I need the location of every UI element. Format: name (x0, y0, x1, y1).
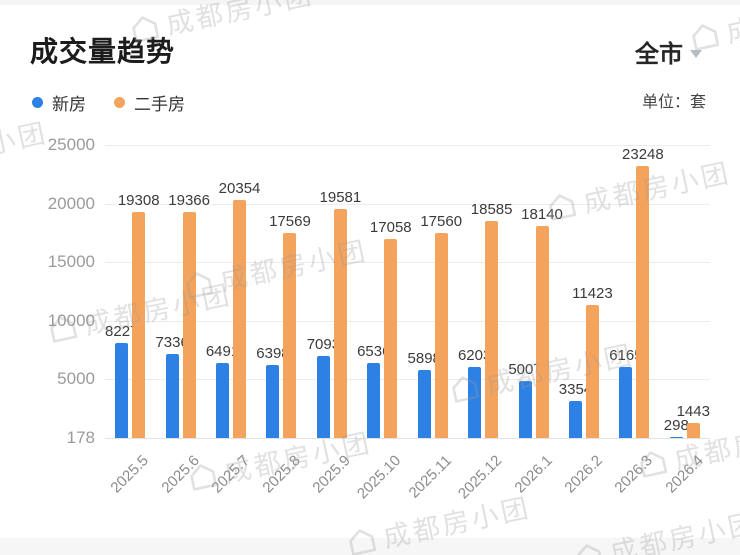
bar-second-hand-2025.7[interactable] (233, 199, 247, 438)
bar-new-house-2026.1[interactable] (518, 381, 532, 438)
value-label: 7093 (306, 336, 341, 354)
bottom-edge (0, 538, 740, 555)
bar-new-house-2025.9[interactable] (316, 356, 330, 438)
x-tick-label: 2026.3 (611, 452, 657, 497)
gridline (105, 262, 710, 264)
value-label: 5898 (407, 350, 441, 368)
x-tick-label: 2026.4 (662, 452, 707, 497)
value-label: 17560 (420, 212, 463, 230)
bar-second-hand-2025.12[interactable] (485, 220, 499, 438)
value-label: 1443 (676, 403, 710, 421)
gridline (105, 320, 710, 322)
x-tick-label: 2025.12 (454, 452, 506, 503)
gridline (105, 379, 710, 381)
value-label: 20354 (218, 179, 261, 197)
y-tick-label: 10000 (47, 310, 95, 330)
unit-label: 单位：套 (641, 94, 706, 111)
gridline (105, 145, 710, 146)
watermark-text: 成都房小团 (723, 0, 740, 49)
bar-new-house-2025.11[interactable] (417, 370, 431, 438)
watermark-text: 成都房小团 (163, 0, 317, 41)
page-title: 成交量趋势 (30, 36, 176, 67)
gridline (105, 438, 710, 439)
value-label: 19308 (117, 192, 160, 210)
legend-item-second-hand[interactable]: 二手房 (114, 90, 185, 115)
x-tick-label: 2025.8 (259, 452, 304, 497)
bar-new-house-2025.12[interactable] (468, 366, 482, 438)
value-label: 17569 (269, 212, 311, 230)
bar-new-house-2025.6[interactable] (165, 353, 179, 438)
value-label: 19581 (319, 188, 362, 206)
bar-second-hand-2025.9[interactable] (333, 208, 347, 438)
bar-second-hand-2026.3[interactable] (636, 165, 650, 438)
legend-label-new-house: 新房 (52, 95, 86, 114)
y-tick-label: 178 (66, 428, 95, 447)
y-tick-label: 15000 (47, 252, 95, 272)
value-label: 17058 (369, 218, 412, 236)
value-label: 6398 (256, 344, 290, 362)
value-label: 298 (663, 416, 689, 434)
bar-new-house-2025.5[interactable] (115, 343, 129, 438)
x-tick-label: 2026.1 (511, 452, 556, 497)
value-label: 6165 (609, 347, 643, 365)
x-axis: 2025.5 2025.6 2025.7 2025.8 2025.9 2025.10 202… (105, 438, 710, 518)
bar-second-hand-2026.1[interactable] (535, 225, 549, 438)
value-label: 6491 (205, 343, 240, 361)
x-tick-label: 2026.2 (561, 452, 606, 497)
value-label: 23248 (622, 145, 664, 163)
x-tick-label: 2025.5 (107, 452, 153, 497)
chevron-down-icon (690, 50, 702, 58)
y-tick-label: 20000 (47, 193, 95, 213)
value-label: 19366 (168, 191, 210, 209)
legend-dot-new-house (32, 97, 43, 108)
bar-second-hand-2025.11[interactable] (434, 232, 448, 438)
bar-second-hand-2025.6[interactable] (182, 211, 196, 438)
value-label: 7336 (155, 333, 189, 351)
value-label: 11423 (572, 285, 613, 303)
region-selector[interactable]: 全市 (635, 34, 702, 69)
x-tick-label: 2025.10 (353, 452, 405, 503)
bar-new-house-2025.8[interactable] (266, 364, 280, 438)
bar-second-hand-2025.10[interactable] (384, 238, 398, 438)
plot-area: 8227 7336 6491 6398 7093 6536 5898 6203 5007 3354… (105, 145, 710, 439)
gridline (105, 203, 710, 205)
legend: 新房 二手房 (32, 90, 185, 115)
bar-second-hand-2025.5[interactable] (132, 212, 146, 438)
region-label: 全市 (635, 41, 683, 68)
top-edge (0, 0, 740, 5)
value-label: 3354 (558, 380, 593, 398)
legend-item-new-house[interactable]: 新房 (32, 90, 86, 115)
bar-second-hand-2026.2[interactable] (585, 305, 599, 438)
value-label: 6536 (357, 342, 391, 360)
y-tick-label: 25000 (47, 135, 95, 154)
x-tick-label: 2025.11 (405, 452, 455, 502)
x-tick-label: 2025.9 (309, 452, 354, 497)
value-label: 6203 (457, 346, 492, 364)
y-axis: 25000 20000 15000 10000 5000 178 (0, 135, 95, 447)
x-tick-label: 2025.6 (158, 452, 203, 497)
bar-second-hand-2025.8[interactable] (283, 232, 297, 438)
value-label: 5007 (508, 361, 542, 378)
value-label: 8227 (105, 323, 139, 340)
bar-new-house-2026.4[interactable] (669, 436, 683, 438)
y-tick-label: 5000 (57, 369, 95, 389)
legend-label-second-hand: 二手房 (134, 95, 185, 114)
bar-new-house-2026.3[interactable] (619, 367, 633, 438)
bar-new-house-2025.7[interactable] (216, 363, 230, 438)
x-tick-label: 2025.7 (208, 452, 254, 497)
bar-new-house-2026.2[interactable] (568, 400, 582, 438)
value-label: 18585 (470, 200, 513, 218)
bar-second-hand-2026.4[interactable] (686, 423, 700, 438)
legend-dot-second-hand (114, 97, 125, 108)
bar-new-house-2025.10[interactable] (367, 362, 381, 438)
value-label: 18140 (521, 205, 563, 223)
